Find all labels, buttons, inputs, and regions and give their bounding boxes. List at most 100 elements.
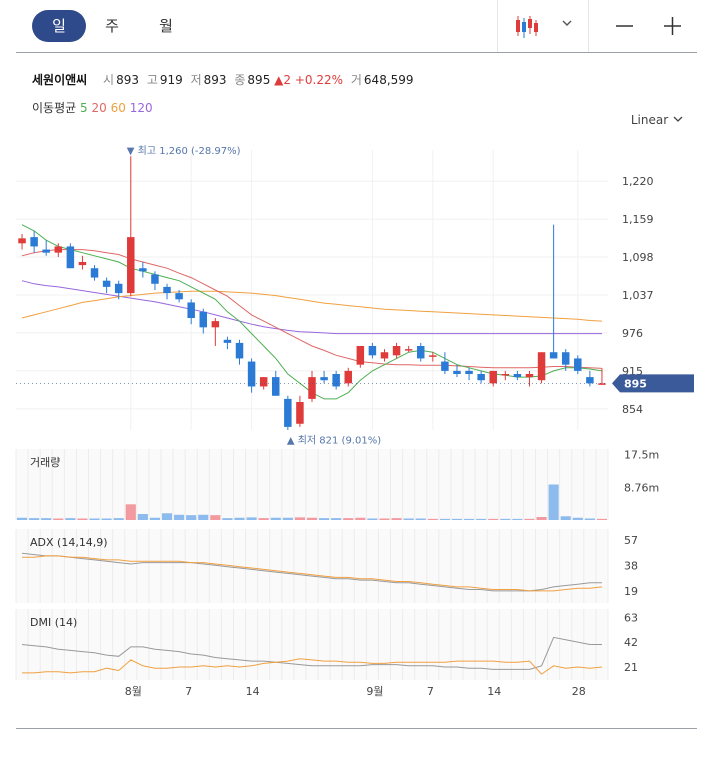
volume-bar	[53, 518, 64, 520]
volume-bar	[113, 518, 124, 520]
panel-background	[16, 449, 608, 520]
current-price-label: 895	[624, 377, 647, 390]
candle-body	[404, 349, 413, 351]
volume-bar	[149, 517, 161, 520]
candle-body	[501, 374, 510, 376]
plus-icon	[664, 17, 681, 35]
candle-body	[477, 374, 485, 381]
candle-body	[356, 346, 365, 365]
high-annotation: ▼ 최고 1,260 (-28.97%)	[127, 145, 241, 157]
volume-label: 거	[350, 73, 362, 87]
candle-body	[114, 283, 123, 294]
chart-type-dropdown[interactable]	[514, 12, 584, 42]
volume-bar	[319, 518, 330, 520]
candle-body	[441, 361, 449, 371]
ma20-line	[21, 249, 603, 369]
y-tick-label: 63	[624, 611, 638, 624]
candle-body	[344, 370, 352, 384]
change-percent: +0.22%	[294, 73, 344, 87]
volume-value: 648,599	[363, 73, 414, 87]
volume-bar	[451, 518, 463, 520]
zoom-out-button[interactable]	[612, 14, 636, 38]
chevron-down-icon	[673, 116, 683, 122]
y-tick-label: 19	[624, 585, 638, 598]
candle-body	[235, 342, 244, 359]
volume-bar	[125, 504, 136, 520]
volume-bar	[331, 518, 342, 520]
y-tick-label: 21	[624, 661, 638, 674]
volume-bar	[403, 518, 414, 520]
low-annotation: ▲ 최저 821 (9.01%)	[287, 434, 381, 446]
candle-body	[574, 358, 582, 371]
volume-bar	[355, 517, 366, 520]
candle-body	[320, 377, 328, 381]
zoom-in-button[interactable]	[660, 14, 684, 38]
y-tick-label: 57	[624, 534, 638, 547]
candle-body	[187, 302, 195, 318]
x-tick-label: 14	[487, 685, 501, 698]
volume-bar	[16, 517, 28, 520]
x-tick-label: 14	[246, 685, 260, 698]
open-value: 893	[116, 73, 139, 87]
ma-60: 60	[110, 101, 126, 115]
y-tick-label: 1,037	[622, 289, 654, 302]
tab-month[interactable]: 월	[159, 17, 173, 35]
candle-body	[489, 370, 497, 384]
candlestick-icon	[516, 16, 572, 38]
candle-body	[537, 352, 546, 381]
y-tick-label: 17.5m	[624, 449, 659, 462]
y-tick-label: 976	[622, 327, 643, 340]
candle-body	[139, 268, 147, 272]
volume-bar	[89, 518, 100, 520]
y-tick-label: 1,159	[622, 213, 654, 226]
candle-body	[368, 346, 377, 356]
volume-bar	[222, 518, 233, 520]
panel-title: 거래량	[30, 456, 60, 469]
candle-body	[525, 374, 534, 378]
volume-bar	[379, 518, 390, 520]
volume-bar	[210, 515, 221, 520]
close-value: 895	[247, 73, 271, 87]
y-tick-label: 42	[624, 636, 638, 649]
high-value: 919	[159, 73, 183, 87]
candle-body	[284, 398, 292, 427]
candle-body	[259, 377, 268, 387]
chevron-down-icon	[562, 20, 572, 26]
volume-bar	[439, 518, 450, 520]
volume-bar	[306, 517, 318, 520]
candle-body	[549, 352, 558, 359]
open-label: 시	[103, 73, 115, 87]
current-price-badge	[612, 374, 694, 393]
volume-bar	[415, 518, 426, 520]
volume-bar	[77, 518, 88, 520]
volume-bar	[137, 514, 148, 520]
candle-body	[30, 237, 38, 247]
candle-body	[223, 339, 232, 343]
bottom-divider-line	[16, 728, 697, 729]
toolbar-divider-line	[16, 52, 697, 53]
toolbar-divider	[497, 0, 498, 52]
volume-bar	[101, 518, 112, 520]
volume-bar	[512, 518, 523, 520]
volume-bar	[246, 517, 257, 520]
candle-body	[90, 268, 99, 278]
x-tick-label: 7	[427, 685, 434, 698]
y-tick-label: 38	[624, 559, 638, 572]
ma120-line	[21, 280, 602, 335]
volume-bar	[198, 514, 209, 520]
volume-bar	[524, 518, 535, 520]
candle-body	[272, 377, 280, 396]
scale-mode-dropdown[interactable]: Linear	[631, 113, 684, 127]
volume-bar	[234, 517, 245, 520]
tab-day[interactable]: 일	[32, 10, 86, 42]
panel-title: ADX (14,14,9)	[30, 536, 108, 549]
high-label: 고	[146, 73, 158, 87]
tab-week[interactable]: 주	[105, 17, 119, 35]
candle-body	[163, 286, 171, 294]
candle-body	[513, 374, 522, 378]
candle-body	[211, 321, 220, 328]
ma60-line	[21, 290, 603, 322]
low-label: 저	[190, 73, 202, 87]
candle-body	[102, 280, 111, 287]
